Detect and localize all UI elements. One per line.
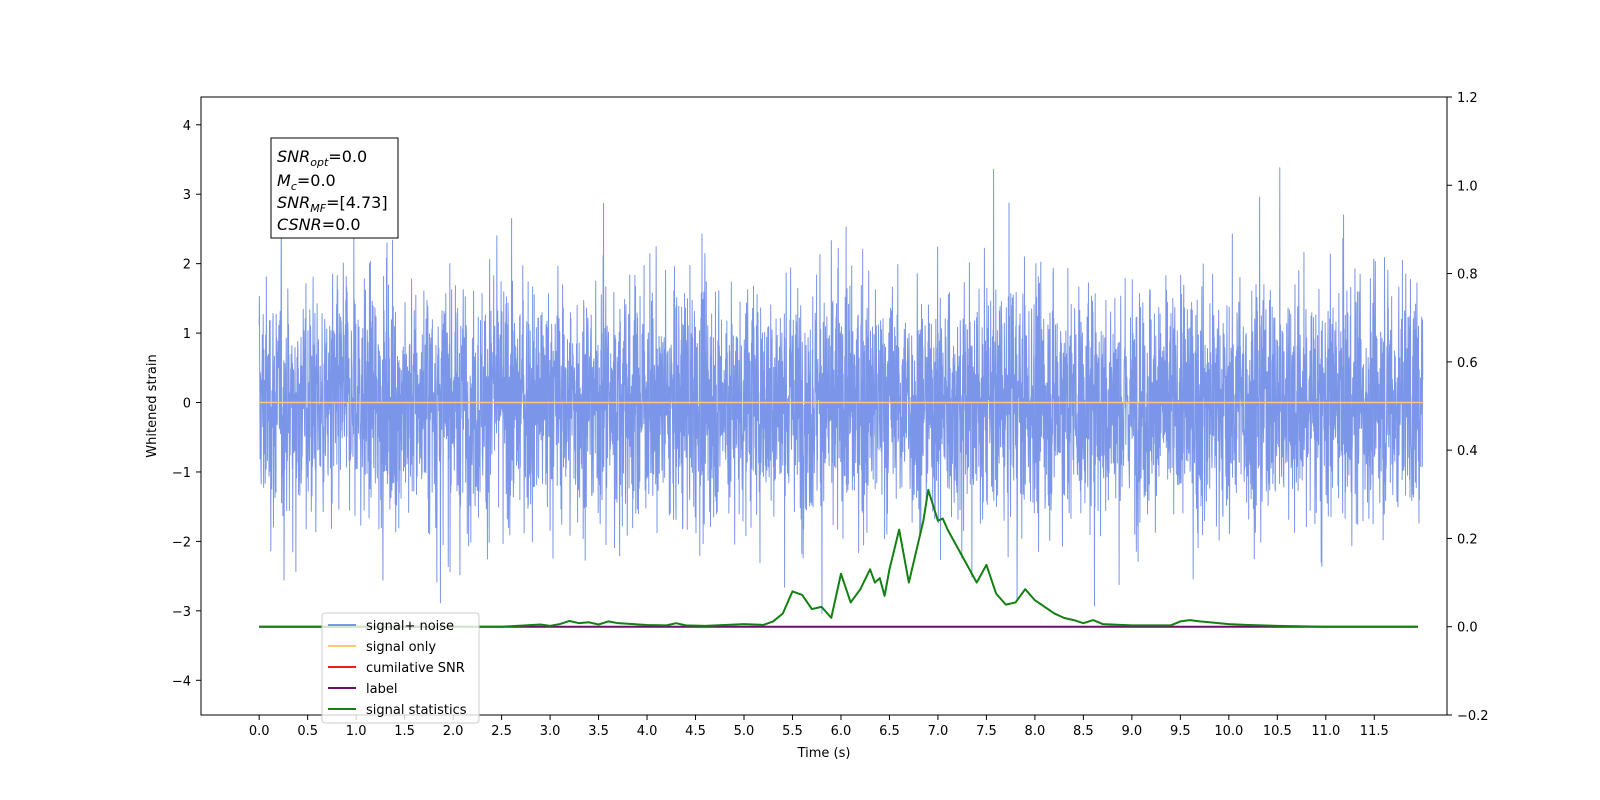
x-tick-label: 4.0 [637,724,658,739]
x-tick-label: 1.0 [346,724,367,739]
x-tick-label: 11.5 [1360,724,1389,739]
annotation-csnr: CSNR=0.0 [277,215,361,234]
y-tick-label: −1 [172,466,191,481]
x-tick-label: 8.5 [1073,724,1094,739]
x-tick-label: 8.0 [1025,724,1046,739]
x-tick-label: 2.0 [443,724,464,739]
x-tick-label: 4.5 [685,724,706,739]
y2-tick-label: 0.0 [1457,621,1478,636]
x-tick-label: 0.0 [249,724,270,739]
y-tick-label: 2 [183,258,191,273]
y-tick-label: −2 [172,535,191,550]
y-tick-label: −4 [172,674,191,689]
x-tick-label: 10.5 [1263,724,1292,739]
legend-frame [321,612,480,724]
x-tick-label: 0.5 [297,724,318,739]
y2-tick-label: 0.6 [1457,356,1478,371]
x-tick-label: 5.5 [782,724,803,739]
y-tick-label: 1 [183,327,191,342]
y-tick-label: 0 [183,397,191,412]
legend-entry-signal-statistics: signal statistics [328,703,467,718]
y-tick-label: −3 [172,605,191,620]
annotation-box: SNRopt=0.0 Mc=0.0 SNRMF=[4.73] CSNR=0.0 [270,137,399,239]
x-tick-label: 9.0 [1122,724,1143,739]
x-tick-label: 7.5 [976,724,997,739]
y2-tick-label: 0.4 [1457,444,1478,459]
x-tick-label: 7.0 [928,724,949,739]
annotation-frame [270,137,399,239]
y2-axis-ticks: 1.2 1.0 0.8 0.6 0.4 0.2 0.0 −0.2 [1447,91,1489,724]
axes-frame [200,96,1448,716]
annotation-snr-mf: SNRMF=[4.73] [277,193,388,215]
x-tick-label: 10.0 [1214,724,1243,739]
annotation-mc: Mc=0.0 [277,171,336,193]
y-tick-label: 4 [183,119,191,134]
legend-entry-cumilative-snr: cumilative SNR [328,661,465,676]
x-tick-label: 5.0 [734,724,755,739]
annotation-mc-value: 0.0 [310,171,335,190]
annotation-snr-opt: SNRopt=0.0 [277,147,367,169]
x-axis-label: Time (s) [797,746,851,761]
y2-tick-label: 0.2 [1457,532,1478,547]
legend-entry-signal-noise: signal+ noise [328,619,454,634]
y2-tick-label: −0.2 [1457,709,1489,724]
x-tick-label: 3.5 [588,724,609,739]
series-signal-statistics-line [259,488,1418,628]
legend-label-signal-statistics: signal statistics [366,703,467,718]
x-tick-label: 6.5 [879,724,900,739]
x-tick-label: 2.5 [491,724,512,739]
legend-entry-signal-only: signal only [328,640,436,655]
annotation-snr-mf-value: [4.73] [339,193,387,212]
y2-tick-label: 0.8 [1457,268,1478,283]
y-axis-ticks: 4 3 2 1 0 −1 −2 −3 −4 [172,119,201,689]
legend-label-label: label [366,682,397,697]
x-tick-label: 1.5 [394,724,415,739]
series-signal-noise-line [258,167,1424,614]
x-tick-label: 9.5 [1170,724,1191,739]
annotation-csnr-value: 0.0 [335,215,360,234]
legend-label-signal-noise: signal+ noise [366,619,454,634]
y2-tick-label: 1.2 [1457,91,1478,106]
legend: signal+ noise signal only cumilative SNR… [321,612,480,724]
y-axis-label: Whitened strain [145,354,160,457]
x-tick-label: 3.0 [540,724,561,739]
annotation-snr-opt-value: 0.0 [342,147,367,166]
x-tick-label: 11.0 [1311,724,1340,739]
legend-entry-label: label [328,682,397,697]
legend-label-cumilative-snr: cumilative SNR [366,661,465,676]
y2-tick-label: 1.0 [1457,179,1478,194]
x-tick-label: 6.0 [831,724,852,739]
x-axis-ticks: 0.0 0.5 1.0 1.5 2.0 2.5 3.0 3.5 4.0 4.5 5.0 5.5 6.0 6… [249,715,1389,739]
legend-label-signal-only: signal only [366,640,436,655]
y-tick-label: 3 [183,188,191,203]
